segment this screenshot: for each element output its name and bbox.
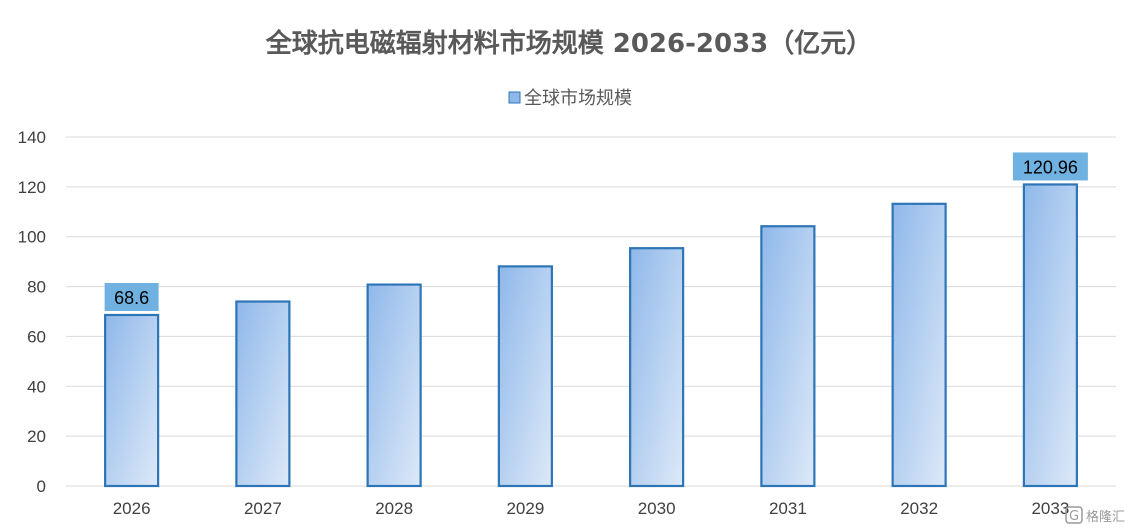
bar-2026	[104, 313, 160, 488]
bar-2033	[1022, 183, 1078, 488]
x-tick-label: 2028	[375, 499, 413, 518]
bar-2030	[629, 247, 685, 488]
bar-2032	[891, 202, 947, 488]
bar-2028	[366, 283, 422, 488]
data-label: 120.96	[1023, 157, 1078, 177]
x-tick-label: 2029	[506, 499, 544, 518]
y-tick-label: 140	[18, 128, 46, 147]
data-label: 68.6	[114, 288, 149, 308]
y-tick-label: 80	[27, 278, 46, 297]
x-axis-ticks: 2026 2027 2028 2029 2030 2031 2032 2033	[113, 499, 1070, 518]
x-tick-label: 2031	[769, 499, 807, 518]
x-tick-label: 2030	[638, 499, 676, 518]
y-axis-ticks: 0 20 40 60 80 100 120 140	[18, 128, 46, 496]
legend-swatch	[508, 91, 521, 104]
data-label-box	[1012, 152, 1088, 181]
y-tick-label: 20	[27, 427, 46, 446]
x-tick-label: 2032	[900, 499, 938, 518]
y-tick-label: 0	[37, 477, 46, 496]
bars	[104, 183, 1078, 488]
bar-2031	[760, 225, 816, 488]
watermark: G 格隆汇	[1065, 506, 1125, 525]
g-logo-icon	[1065, 506, 1083, 524]
gridlines	[66, 136, 1116, 487]
g-logo-letter: G	[1069, 509, 1079, 524]
x-tick-label: 2033	[1031, 499, 1069, 518]
chart-title: 全球抗电磁辐射材料市场规模 2026-2033（亿元）	[265, 28, 873, 59]
x-tick-label: 2026	[113, 499, 151, 518]
bar-2029	[497, 265, 553, 488]
x-tick-label: 2027	[244, 499, 282, 518]
y-tick-label: 100	[18, 228, 46, 247]
legend-label: 全球市场规模	[524, 88, 632, 109]
y-tick-label: 60	[27, 327, 46, 346]
data-label-box	[104, 282, 159, 311]
watermark-text: 格隆汇	[1086, 509, 1125, 525]
bar-2027	[235, 300, 291, 488]
y-tick-label: 40	[27, 377, 46, 396]
y-tick-label: 120	[18, 178, 46, 197]
legend: 全球市场规模	[508, 88, 632, 109]
data-labels: 68.6 120.96	[104, 152, 1088, 311]
